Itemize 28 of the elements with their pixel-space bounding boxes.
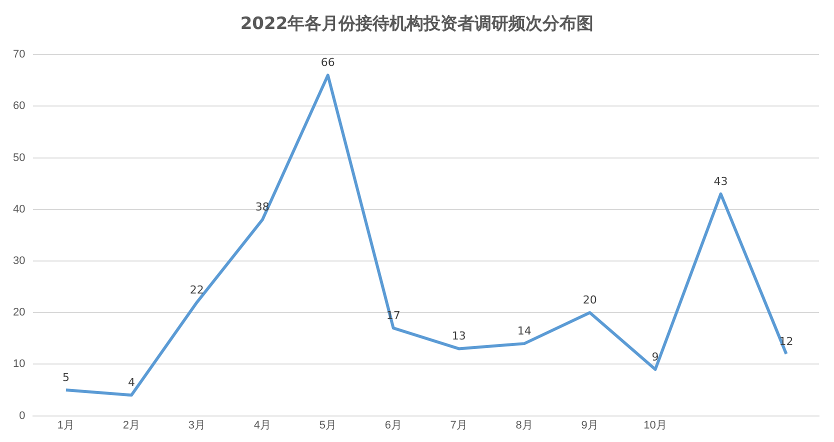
x-tick-label: 5月 (319, 419, 336, 432)
x-tick-label: 3月 (188, 419, 206, 432)
data-label: 5 (62, 371, 70, 384)
x-tick-label: 4月 (254, 419, 271, 432)
y-tick-label: 20 (12, 306, 26, 319)
data-label: 13 (452, 330, 466, 343)
x-tick-label: 6月 (384, 419, 402, 432)
y-tick-label: 10 (12, 358, 26, 370)
x-tick-label: 7月 (450, 419, 468, 432)
x-tick-label: 8月 (516, 419, 533, 432)
x-tick-label: 1月 (57, 419, 75, 432)
chart-title: 2022年各月份接待机构投资者调研频次分布图 (239, 13, 595, 35)
data-label: 66 (320, 56, 335, 70)
data-label: 14 (517, 324, 532, 338)
data-label: 20 (582, 294, 597, 307)
y-tick-label: 60 (12, 100, 26, 112)
y-tick-label: 40 (12, 203, 26, 216)
data-label: 43 (714, 174, 728, 188)
y-tick-label: 70 (12, 48, 26, 61)
data-label: 9 (652, 350, 659, 364)
y-tick-label: 50 (12, 152, 26, 164)
x-tick-label: 10月 (644, 419, 667, 432)
x-tick-label: 2月 (122, 419, 140, 432)
data-label: 22 (190, 283, 204, 296)
data-label: 4 (128, 376, 135, 390)
y-tick-label: 30 (12, 255, 26, 268)
x-tick-label: 9月 (581, 419, 598, 432)
y-tick-label: 0 (19, 410, 26, 422)
